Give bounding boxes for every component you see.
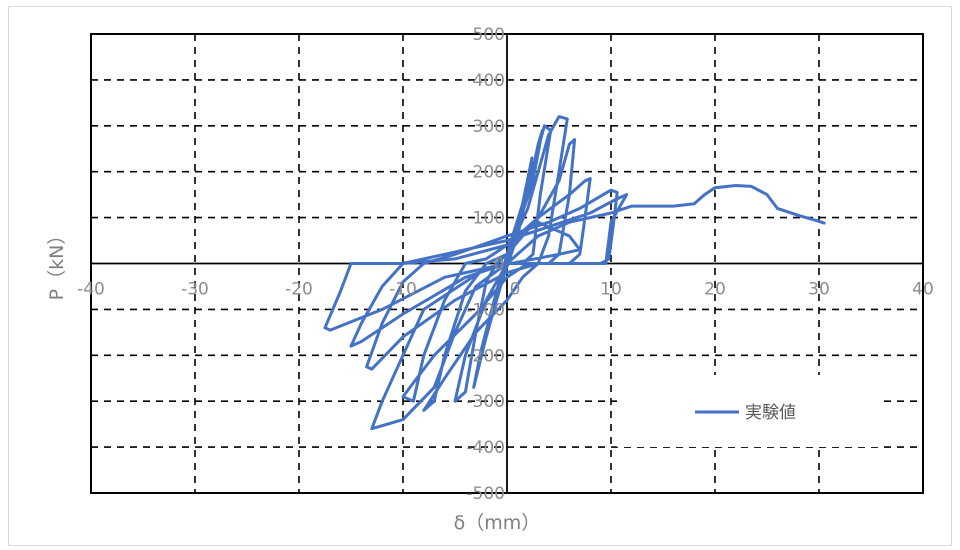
y-tick-label: 500 bbox=[473, 25, 505, 45]
y-tick-label: 100 bbox=[473, 209, 505, 229]
y-axis-label: P（kN） bbox=[46, 226, 68, 301]
y-tick-label: -200 bbox=[466, 346, 505, 366]
series-line-0 bbox=[323, 115, 826, 431]
legend: 実験値 bbox=[617, 375, 879, 447]
y-tick-label: 200 bbox=[473, 163, 505, 183]
y-tick-label: 400 bbox=[473, 71, 505, 91]
x-tick-label: -30 bbox=[181, 280, 209, 300]
legend-entry: 実験値 bbox=[745, 403, 796, 423]
y-tick-label: -500 bbox=[466, 484, 505, 504]
x-tick-labels: -40 -30 -20 -10 0 10 20 30 40 bbox=[77, 280, 934, 300]
x-tick-label: 20 bbox=[704, 280, 726, 300]
x-tick-label: 40 bbox=[912, 280, 934, 300]
y-tick-label: -400 bbox=[466, 438, 505, 458]
series-group bbox=[323, 115, 826, 431]
y-tick-label: 300 bbox=[473, 117, 505, 137]
y-tick-label: 0 bbox=[494, 255, 505, 275]
x-tick-label: 10 bbox=[600, 280, 622, 300]
chart-frame: -40 -30 -20 -10 0 10 20 30 40 -500 -400 -300 -200 -1… bbox=[8, 6, 952, 546]
x-tick-label: -10 bbox=[389, 280, 417, 300]
legend-box bbox=[617, 375, 879, 447]
x-axis-label: δ（mm） bbox=[454, 512, 541, 534]
x-tick-label: 0 bbox=[510, 280, 521, 300]
x-tick-label: -20 bbox=[285, 280, 313, 300]
y-tick-label: -300 bbox=[466, 392, 505, 412]
y-tick-label: -100 bbox=[466, 300, 505, 320]
y-tick-labels: -500 -400 -300 -200 -100 100 200 300 400 500 0 bbox=[466, 25, 505, 504]
x-tick-label: -40 bbox=[77, 280, 105, 300]
x-tick-label: 30 bbox=[808, 280, 830, 300]
hysteresis-chart: -40 -30 -20 -10 0 10 20 30 40 -500-400-300-200-1… bbox=[46, 25, 934, 534]
